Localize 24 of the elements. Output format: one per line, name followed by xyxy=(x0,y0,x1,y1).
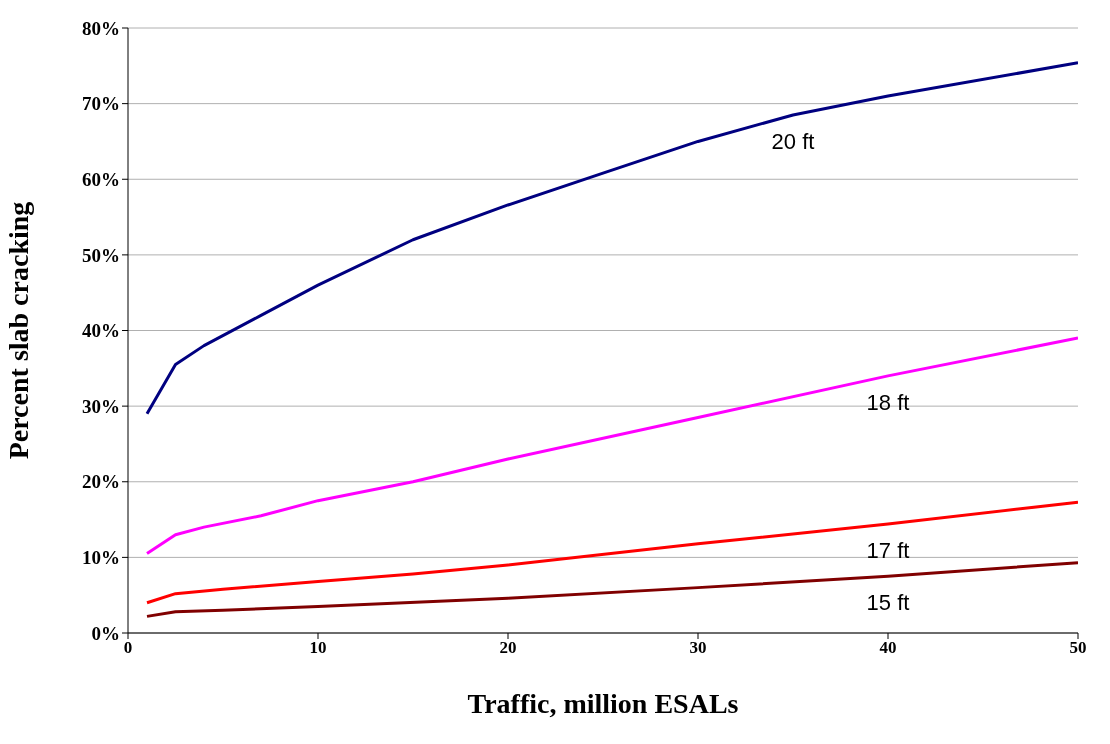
y-tick-label: 80% xyxy=(82,17,120,39)
line-series xyxy=(145,61,1078,416)
x-axis-title: Traffic, million ESALs xyxy=(467,688,739,719)
y-tick-label: 40% xyxy=(82,320,120,342)
x-tick-label: 40 xyxy=(879,638,897,658)
y-tick-label: 70% xyxy=(82,93,120,115)
y-tick-label: 20% xyxy=(82,471,120,493)
x-tick-label: 20 xyxy=(499,638,517,658)
series-label: 18 ft xyxy=(866,389,910,415)
y-tick-label: 10% xyxy=(82,547,120,569)
y-tick-label: 50% xyxy=(82,244,120,266)
x-tick-label: 30 xyxy=(689,638,707,658)
series-label: 20 ft xyxy=(771,128,815,154)
x-tick-label: 50 xyxy=(1069,638,1087,658)
y-axis-title: Percent slab cracking xyxy=(2,201,34,460)
y-tick-label: 60% xyxy=(82,168,120,190)
y-tick-label: 30% xyxy=(82,395,120,417)
y-tick-label: 0% xyxy=(91,622,120,644)
x-tick-label: 10 xyxy=(309,638,327,658)
series-label: 17 ft xyxy=(866,538,910,564)
line-series xyxy=(145,561,1078,618)
series-label: 15 ft xyxy=(866,590,910,616)
x-tick-label: 0 xyxy=(123,638,133,658)
line-series xyxy=(145,336,1078,556)
